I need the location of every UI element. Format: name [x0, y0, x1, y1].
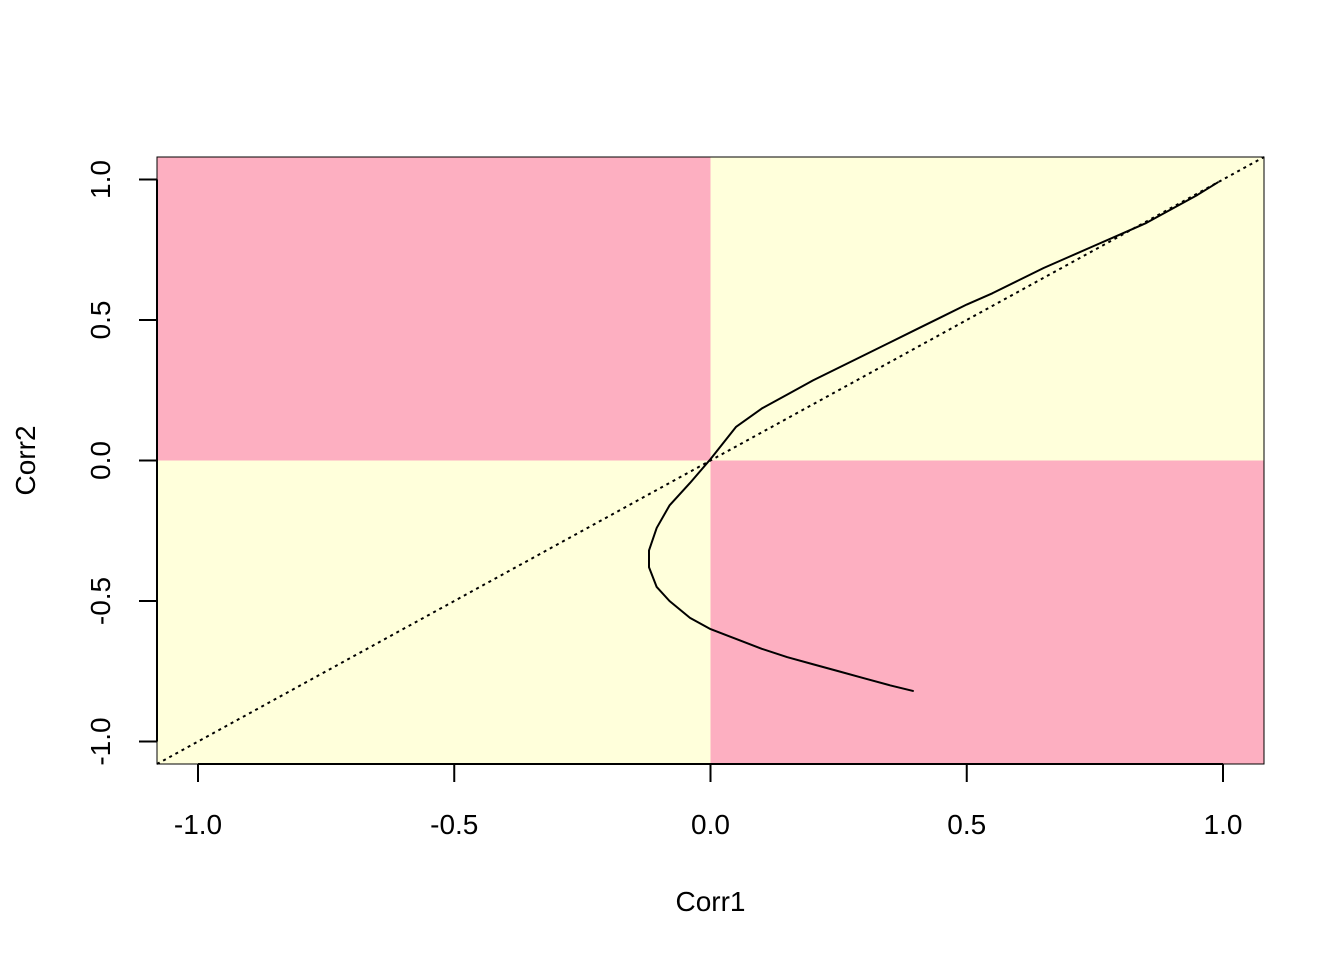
series-layer — [156, 156, 1265, 765]
curve-line — [648, 181, 1219, 692]
background-region-lower-right — [710, 460, 1264, 764]
x-tick-label: 1.0 — [1204, 809, 1243, 840]
x-tick-label: -0.5 — [430, 809, 478, 840]
y-axis-label: Corr2 — [10, 425, 41, 495]
x-tick-label: 0.0 — [691, 809, 730, 840]
x-axis: -1.0 -0.5 0.0 0.5 1.0 — [174, 763, 1243, 840]
y-tick-label: 0.5 — [85, 301, 116, 340]
x-tick-label: -1.0 — [174, 809, 222, 840]
x-axis-label: Corr1 — [675, 886, 745, 917]
y-tick-label: 1.0 — [85, 160, 116, 199]
reference-line — [156, 156, 1265, 765]
y-axis: -1.0 -0.5 0.0 0.5 1.0 — [85, 160, 158, 766]
x-tick-label: 0.5 — [947, 809, 986, 840]
y-tick-label: -1.0 — [85, 717, 116, 765]
y-tick-label: -0.5 — [85, 577, 116, 625]
background-region-upper-left — [157, 157, 711, 461]
y-tick-label: 0.0 — [85, 441, 116, 480]
